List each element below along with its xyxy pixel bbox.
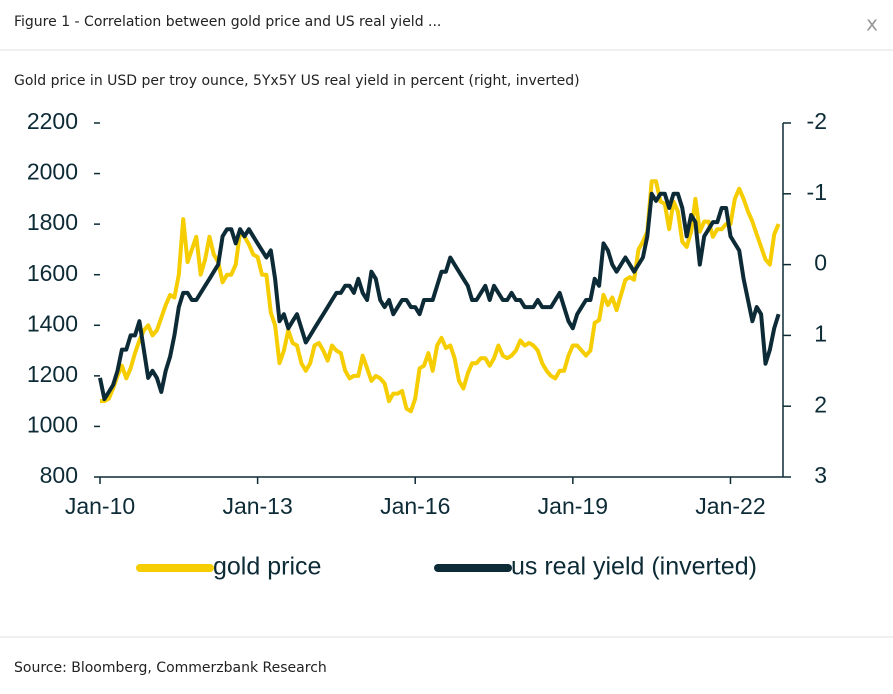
series-line bbox=[98, 191, 781, 402]
source: Source: Bloomberg, Commerzbank Research bbox=[14, 660, 327, 676]
figure-title: Figure 1 - Correlation between gold pric… bbox=[14, 14, 441, 30]
y-tick-label: 1600 bbox=[27, 260, 78, 286]
x-tick-label: Jan-16 bbox=[380, 493, 450, 519]
y-tick-label: 1800 bbox=[27, 209, 78, 235]
y2-tick-label: 1 bbox=[814, 320, 827, 346]
x-tick-label: Jan-13 bbox=[222, 493, 292, 519]
legend-label: gold price bbox=[213, 553, 321, 581]
legend-label: us real yield (inverted) bbox=[511, 553, 757, 581]
y2-tick-label: -1 bbox=[807, 179, 827, 205]
y-tick-label: 1000 bbox=[27, 412, 78, 438]
chart-subtitle: Gold price in USD per troy ounce, 5Yx5Y … bbox=[14, 73, 580, 89]
y-tick-label: 2000 bbox=[27, 159, 78, 185]
plot: 800 1000 1200 1400 1600 1800 2000 2200 3 2 1 0 -1 -2 J… bbox=[27, 108, 827, 581]
series-line bbox=[100, 179, 781, 414]
y2-tick-label: 0 bbox=[814, 250, 827, 276]
y-tick-label: 800 bbox=[40, 462, 78, 488]
y-tick-label: 1200 bbox=[27, 361, 78, 387]
close-button[interactable]: x bbox=[866, 12, 878, 36]
y-tick-label: 1400 bbox=[27, 310, 78, 336]
x-tick-label: Jan-22 bbox=[695, 493, 765, 519]
y2-tick-label: 2 bbox=[814, 391, 827, 417]
x-tick-label: Jan-19 bbox=[538, 493, 608, 519]
y2-tick-label: 3 bbox=[814, 462, 827, 488]
y-tick-label: 2200 bbox=[27, 108, 78, 134]
x-tick-label: Jan-10 bbox=[65, 493, 135, 519]
y2-tick-label: -2 bbox=[807, 108, 827, 134]
